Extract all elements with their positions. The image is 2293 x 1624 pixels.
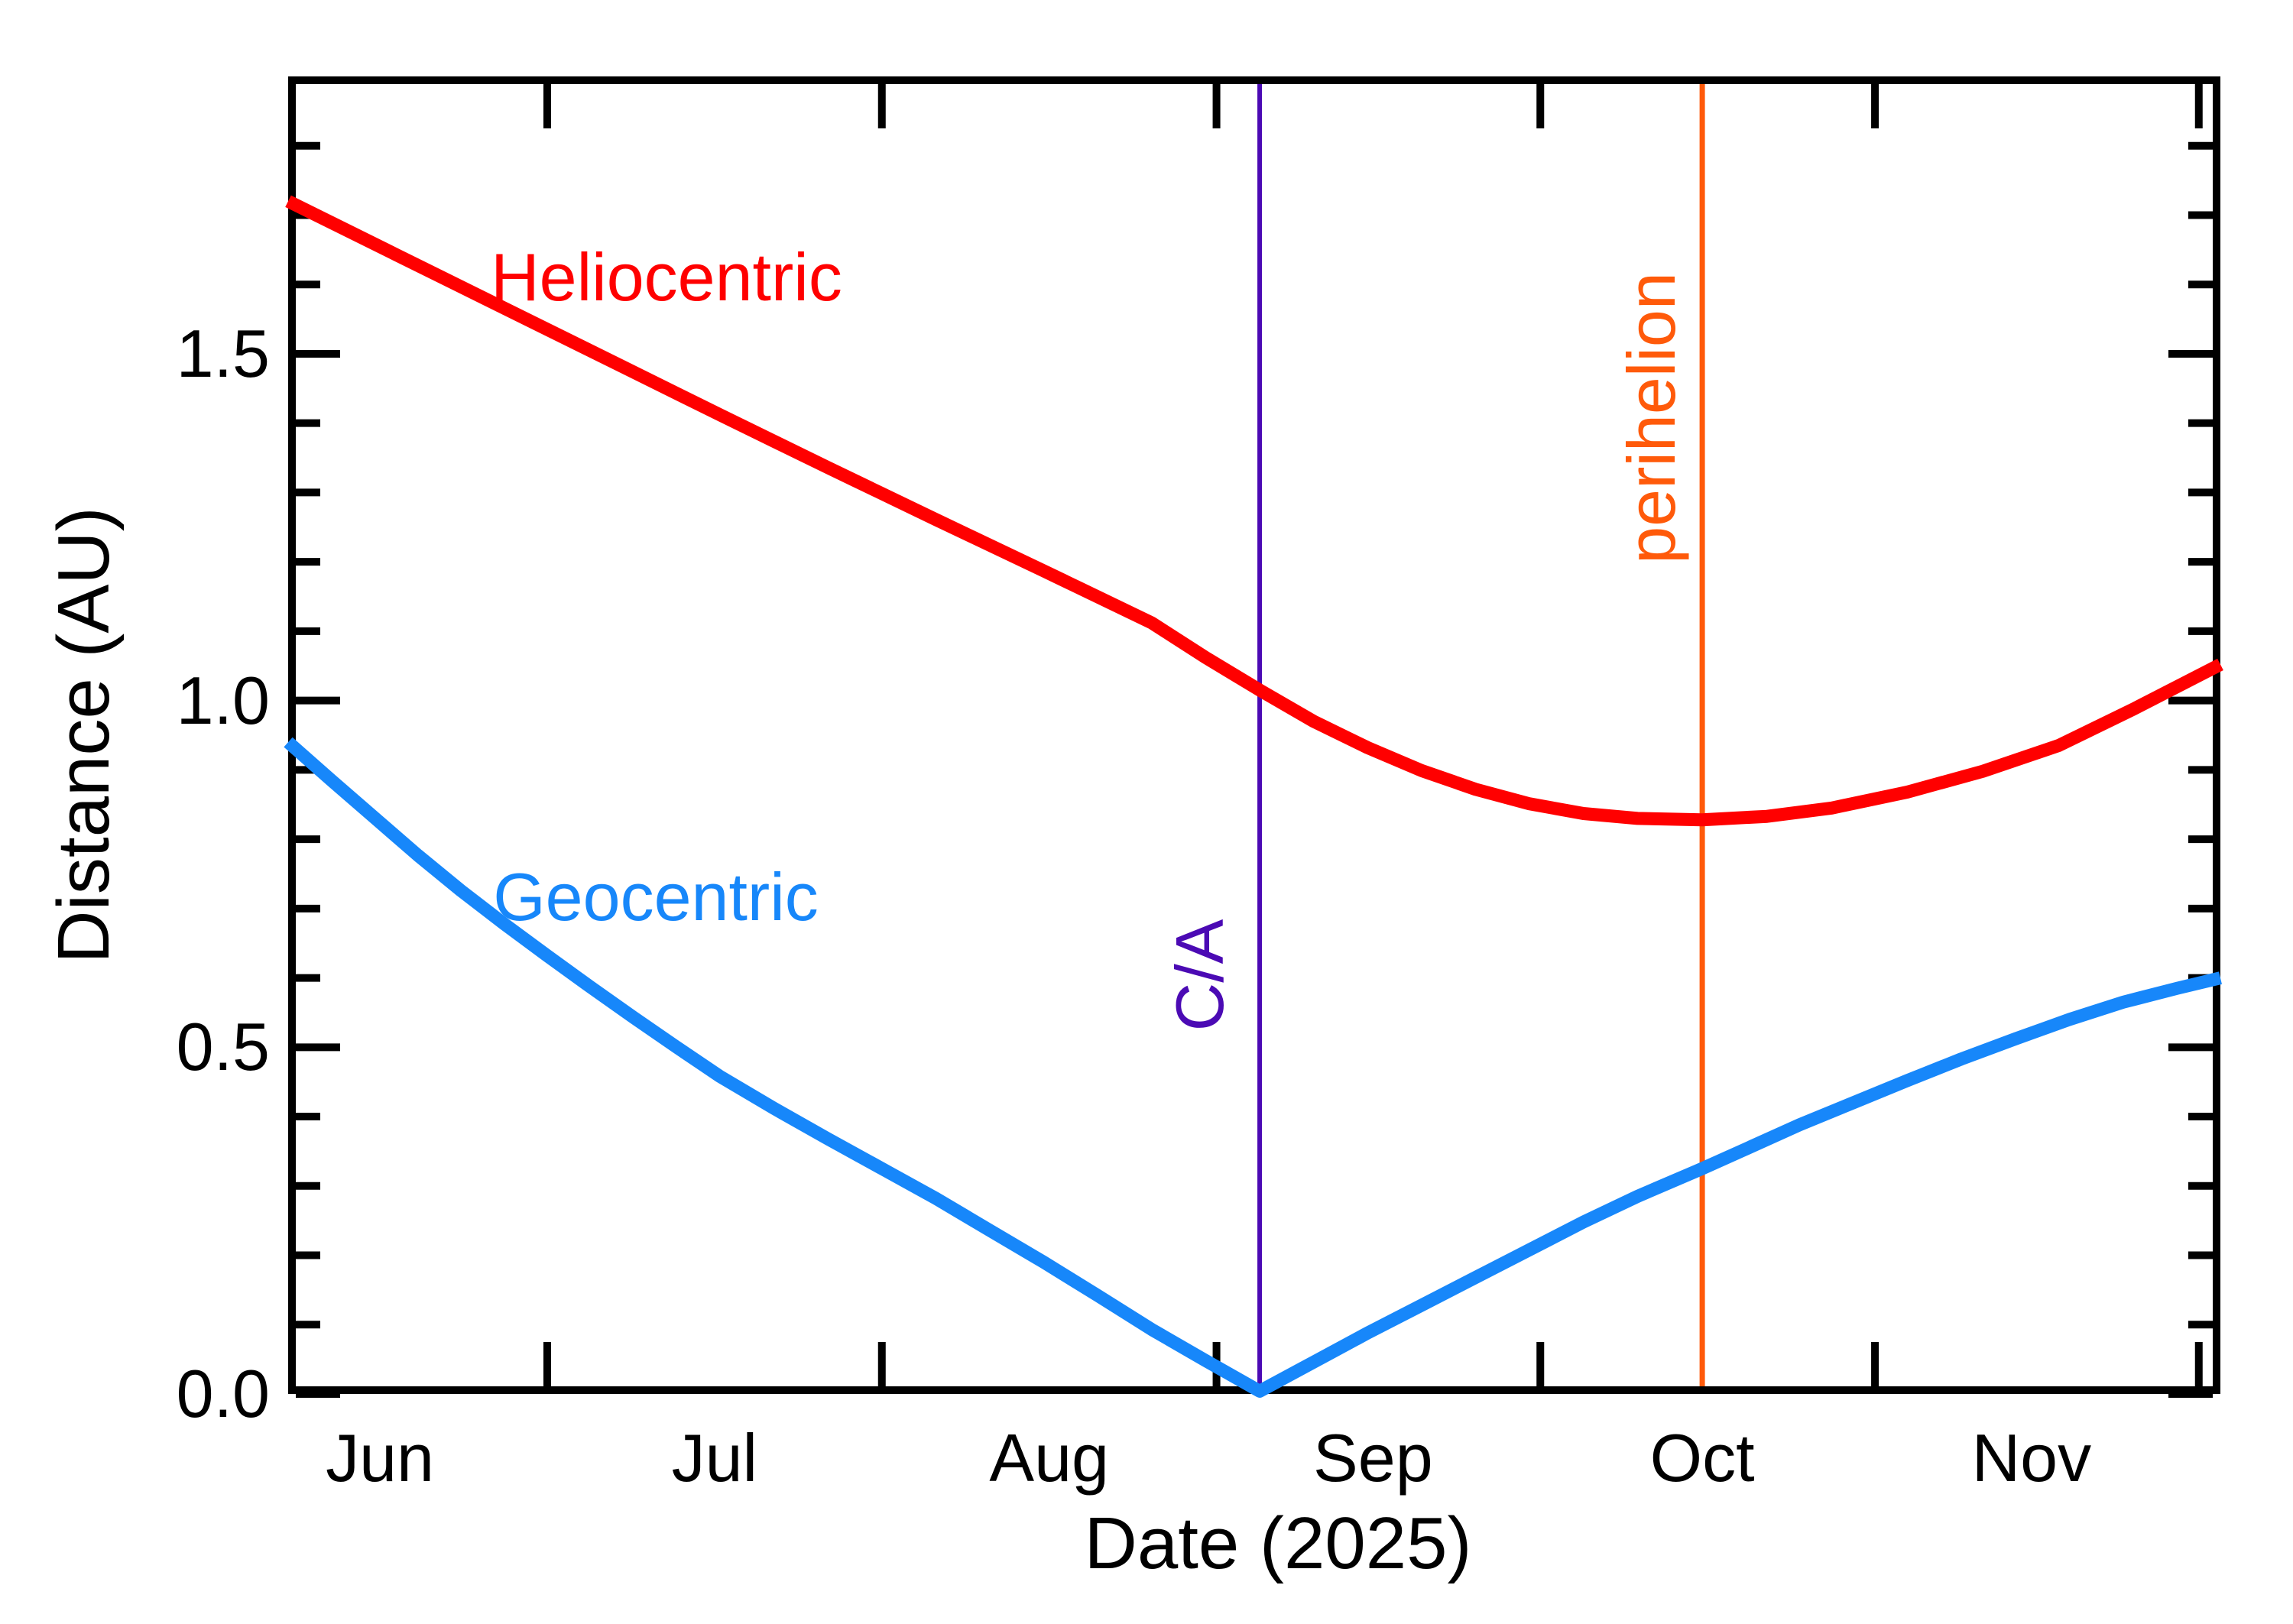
perihelion-label: perihelion xyxy=(1614,272,1689,564)
x-axis-title: Date (2025) xyxy=(1084,1502,1472,1584)
x-tick-label: Sep xyxy=(1313,1420,1433,1496)
y-tick-label: 1.0 xyxy=(176,662,270,738)
x-tick-label: Aug xyxy=(989,1420,1109,1496)
y-tick-label: 0.0 xyxy=(176,1356,270,1431)
plot-area xyxy=(284,76,2223,1398)
y-tick-label: 0.5 xyxy=(176,1009,270,1085)
x-tick-label: Jun xyxy=(326,1420,434,1496)
y-tick-label: 1.5 xyxy=(176,315,270,391)
y-axis-title: Distance (AU) xyxy=(43,507,125,964)
x-tick-label: Jul xyxy=(671,1420,758,1496)
x-tick-label: Nov xyxy=(1971,1420,2092,1496)
x-tick-label: Oct xyxy=(1649,1420,1755,1496)
geocentric-curve-label: Geocentric xyxy=(493,859,819,935)
close-approach-label: C/A xyxy=(1162,919,1237,1032)
heliocentric-curve-label: Heliocentric xyxy=(491,239,842,315)
